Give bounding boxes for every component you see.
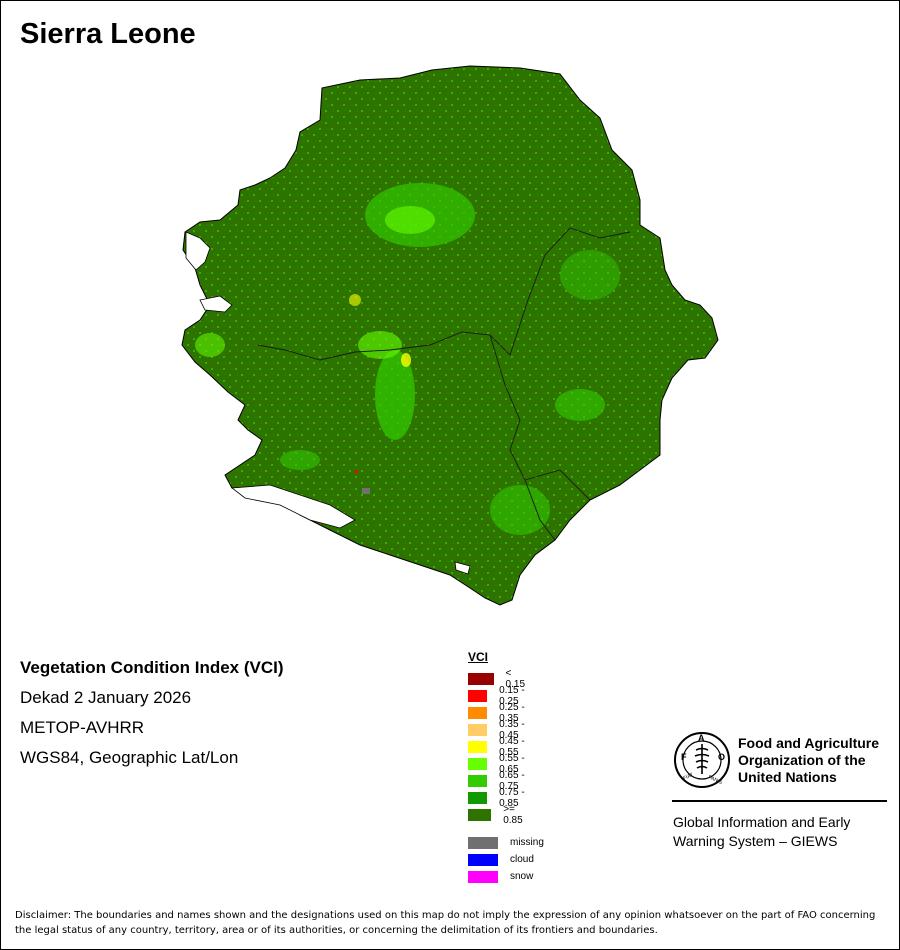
fao-logo-icon: F A O FIAT PANIS [674,732,730,788]
legend-item-classes-7: 0.75 - 0.85 [468,787,529,809]
legend-label: 0.55 - 0.65 [499,752,525,775]
fao-block: F A O FIAT PANIS Food and Agriculture Or… [672,730,879,795]
legend-swatch [468,870,498,883]
legend-swatch [468,853,498,866]
vci-raster [182,66,718,605]
vci-patch-coast [280,450,320,470]
map-title: Sierra Leone [20,18,196,50]
legend-item-extra-2: snow [468,870,533,883]
vci-patch-north-core [385,206,435,234]
legend-swatch [468,706,488,719]
vci-patch-central-core [358,331,402,359]
legend-label: 0.15 - 0.25 [499,684,525,707]
legend-swatch [468,791,488,804]
legend-title: VCI [468,650,489,664]
product-name: Vegetation Condition Index (VCI) [20,658,284,677]
fao-name-line2: Organization of the [738,752,866,768]
vci-missing-pixels [362,488,370,494]
projection-label: WGS84, Geographic Lat/Lon [20,748,239,767]
svg-text:F: F [681,752,687,762]
fao-name-line1: Food and Agriculture [738,735,880,751]
legend-item-extra-0: missing [468,836,544,849]
svg-text:PANIS: PANIS [707,774,723,786]
fao-name-line3: United Nations [738,769,837,785]
legend-label: >= 0.85 [503,803,523,826]
legend-item-classes-5: 0.55 - 0.65 [468,753,529,775]
legend-swatch [468,672,494,685]
legend-label: 0.75 - 0.85 [499,786,525,809]
legend-item-classes-0: < 0.15 [468,668,529,690]
legend-item-classes-2: 0.25 - 0.35 [468,702,529,724]
vci-patch-yellow [349,294,361,306]
legend-swatch [468,740,488,753]
disclaimer: Disclaimer: The boundaries and names sho… [15,910,876,936]
giews-line1: Global Information and Early [673,814,851,830]
legend-swatch [468,808,492,821]
country-map [181,65,719,606]
giews-name: Global Information and Early Warning Sys… [673,813,893,851]
legend-swatch [468,723,488,736]
legend-label: missing [510,837,544,848]
legend-swatch [468,689,488,702]
vci-red-pixel [355,470,358,473]
vci-speckle [182,66,718,605]
legend-item-classes-8: >= 0.85 [468,804,529,826]
vci-patch-yellow-center [401,353,411,367]
sensor-label: METOP-AVHRR [20,718,145,737]
legend-swatch [468,757,488,770]
estuary-north [185,231,211,271]
svg-text:O: O [718,752,725,762]
legend-label: 0.45 - 0.55 [499,735,525,758]
legend-item-classes-3: 0.35 - 0.45 [468,719,529,741]
legend-item-classes-1: 0.15 - 0.25 [468,685,529,707]
legend-swatch [468,836,498,849]
vci-patch-east [555,389,605,421]
period-label: Dekad 2 January 2026 [20,688,192,707]
legend: VCI < 0.15 0.15 - 0.25 0.25 - 0.35 0.35 - 0… [468,650,544,883]
legend-label: < 0.15 [505,667,526,690]
legend-swatch [468,774,488,787]
legend-label: snow [510,871,534,882]
vci-patch-northeast [560,250,620,300]
legend-label: 0.65 - 0.75 [499,769,525,792]
coastal-lagoon [454,561,471,575]
estuary-freetown [199,295,233,313]
coastal-water-features [185,231,471,575]
legend-label: 0.25 - 0.35 [499,701,525,724]
giews-line2: Warning System – GIEWS [673,833,838,849]
legend-label: 0.35 - 0.45 [499,718,525,741]
fao-divider [672,800,887,802]
svg-text:A: A [698,733,705,743]
vci-patch-peninsula [195,333,225,357]
vci-patch-south [490,485,550,535]
admin-boundaries [257,227,631,541]
legend-item-classes-6: 0.65 - 0.75 [468,770,529,792]
svg-text:FIAT: FIAT [682,772,694,782]
legend-item-classes-4: 0.45 - 0.55 [468,736,529,758]
legend-label: cloud [510,854,534,865]
fao-name: Food and Agriculture Organization of the… [738,735,898,786]
vci-patch-central [375,350,415,440]
sherbro-island-channel [230,484,356,529]
legend-item-extra-1: cloud [468,853,534,866]
